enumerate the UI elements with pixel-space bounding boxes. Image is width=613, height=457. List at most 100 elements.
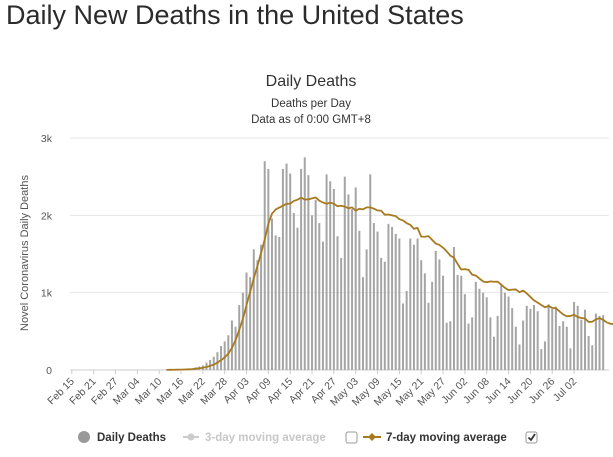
daily-deaths-bar[interactable] <box>274 235 277 370</box>
daily-deaths-bar[interactable] <box>329 181 332 370</box>
daily-deaths-bar[interactable] <box>343 176 346 370</box>
daily-deaths-bar[interactable] <box>336 236 339 370</box>
daily-deaths-bar[interactable] <box>278 236 281 370</box>
daily-deaths-bar[interactable] <box>212 356 215 370</box>
daily-deaths-bar[interactable] <box>314 199 317 370</box>
daily-deaths-bar[interactable] <box>409 238 412 370</box>
daily-deaths-bar[interactable] <box>423 273 426 370</box>
daily-deaths-bar[interactable] <box>387 223 390 370</box>
daily-deaths-bar[interactable] <box>340 257 343 370</box>
daily-deaths-bar[interactable] <box>394 233 397 370</box>
daily-deaths-bar[interactable] <box>267 168 270 370</box>
legend-item-daily-deaths[interactable]: Daily Deaths <box>78 431 166 444</box>
daily-deaths-bar[interactable] <box>402 303 405 370</box>
daily-deaths-bar[interactable] <box>311 215 314 370</box>
daily-deaths-bar[interactable] <box>489 317 492 370</box>
daily-deaths-bar[interactable] <box>587 335 590 370</box>
daily-deaths-bar[interactable] <box>321 241 324 370</box>
daily-deaths-bar[interactable] <box>554 306 557 370</box>
daily-deaths-bar[interactable] <box>496 315 499 370</box>
daily-deaths-bar[interactable] <box>442 275 445 370</box>
daily-deaths-bar[interactable] <box>507 296 510 370</box>
daily-deaths-bar[interactable] <box>569 348 572 370</box>
daily-deaths-bar[interactable] <box>522 320 525 370</box>
daily-deaths-bar[interactable] <box>543 341 546 370</box>
daily-deaths-bar[interactable] <box>503 292 506 370</box>
daily-deaths-bar[interactable] <box>482 292 485 370</box>
daily-deaths-bar[interactable] <box>460 275 463 370</box>
daily-deaths-bar[interactable] <box>514 326 517 370</box>
daily-deaths-bar[interactable] <box>318 223 321 370</box>
daily-deaths-bar[interactable] <box>354 187 357 370</box>
daily-deaths-bar[interactable] <box>471 317 474 370</box>
daily-deaths-bar[interactable] <box>551 308 554 370</box>
daily-deaths-bar[interactable] <box>369 174 372 370</box>
daily-deaths-bar[interactable] <box>270 218 273 370</box>
daily-deaths-bar[interactable] <box>452 247 455 370</box>
daily-deaths-bar[interactable] <box>434 250 437 370</box>
daily-deaths-bar[interactable] <box>533 305 536 370</box>
daily-deaths-bar[interactable] <box>325 174 328 370</box>
daily-deaths-bar[interactable] <box>289 173 292 370</box>
daily-deaths-bar[interactable] <box>230 320 233 370</box>
daily-deaths-bar[interactable] <box>500 284 503 370</box>
daily-deaths-bar[interactable] <box>245 272 248 370</box>
daily-deaths-bar[interactable] <box>220 346 223 370</box>
daily-deaths-bar[interactable] <box>398 238 401 370</box>
daily-deaths-bar[interactable] <box>529 308 532 370</box>
daily-deaths-bar[interactable] <box>565 326 568 370</box>
daily-deaths-bar[interactable] <box>511 308 514 370</box>
checkbox-3-day-moving-average[interactable] <box>345 431 358 444</box>
daily-deaths-bar[interactable] <box>493 336 495 370</box>
daily-deaths-bar[interactable] <box>438 259 441 370</box>
daily-deaths-bar[interactable] <box>583 309 586 370</box>
daily-deaths-bar[interactable] <box>602 315 605 370</box>
daily-deaths-bar[interactable] <box>285 163 288 370</box>
daily-deaths-bar[interactable] <box>431 281 434 370</box>
daily-deaths-bar[interactable] <box>518 344 521 370</box>
daily-deaths-bar[interactable] <box>467 323 470 370</box>
daily-deaths-bar[interactable] <box>449 321 452 370</box>
daily-deaths-bar[interactable] <box>540 349 543 370</box>
daily-deaths-bar[interactable] <box>525 305 528 370</box>
legend-item-7-day-moving-average[interactable]: 7-day moving average <box>363 432 507 444</box>
daily-deaths-bar[interactable] <box>307 175 310 370</box>
daily-deaths-bar[interactable] <box>420 260 423 370</box>
daily-deaths-bar[interactable] <box>241 292 244 370</box>
daily-deaths-bar[interactable] <box>351 209 354 370</box>
daily-deaths-bar[interactable] <box>562 321 565 370</box>
daily-deaths-bar[interactable] <box>252 249 255 370</box>
seven-day-average-line[interactable] <box>166 196 613 371</box>
daily-deaths-bar[interactable] <box>463 294 466 370</box>
daily-deaths-bar[interactable] <box>383 261 386 370</box>
daily-deaths-bar[interactable] <box>347 194 350 370</box>
daily-deaths-bar[interactable] <box>580 319 583 370</box>
daily-deaths-bar[interactable] <box>405 291 408 370</box>
daily-deaths-bar[interactable] <box>260 244 263 370</box>
daily-deaths-bar[interactable] <box>412 244 415 370</box>
daily-deaths-bar[interactable] <box>292 213 295 370</box>
daily-deaths-bar[interactable] <box>332 189 335 370</box>
daily-deaths-bar[interactable] <box>547 304 550 370</box>
daily-deaths-bar[interactable] <box>263 161 266 370</box>
daily-deaths-bar[interactable] <box>303 157 306 370</box>
checkbox-checked-icon[interactable] <box>525 431 538 444</box>
daily-deaths-bar[interactable] <box>391 226 394 370</box>
daily-deaths-bar[interactable] <box>558 325 561 370</box>
checkbox-unchecked-icon[interactable] <box>345 431 358 444</box>
daily-deaths-bar[interactable] <box>376 231 379 370</box>
daily-deaths-bar[interactable] <box>358 230 361 370</box>
daily-deaths-bar[interactable] <box>598 315 601 370</box>
daily-deaths-bar[interactable] <box>249 277 252 370</box>
daily-deaths-bar[interactable] <box>591 345 594 370</box>
daily-deaths-bar[interactable] <box>427 302 430 370</box>
daily-deaths-bar[interactable] <box>296 227 299 370</box>
daily-deaths-bar[interactable] <box>445 322 448 370</box>
daily-deaths-bar[interactable] <box>576 305 579 370</box>
daily-deaths-bar[interactable] <box>256 260 259 370</box>
daily-deaths-bar[interactable] <box>365 249 368 370</box>
daily-deaths-bar[interactable] <box>573 301 576 370</box>
checkbox-7-day-moving-average[interactable] <box>525 431 538 444</box>
daily-deaths-bar[interactable] <box>478 288 481 370</box>
daily-deaths-bar[interactable] <box>216 352 219 370</box>
